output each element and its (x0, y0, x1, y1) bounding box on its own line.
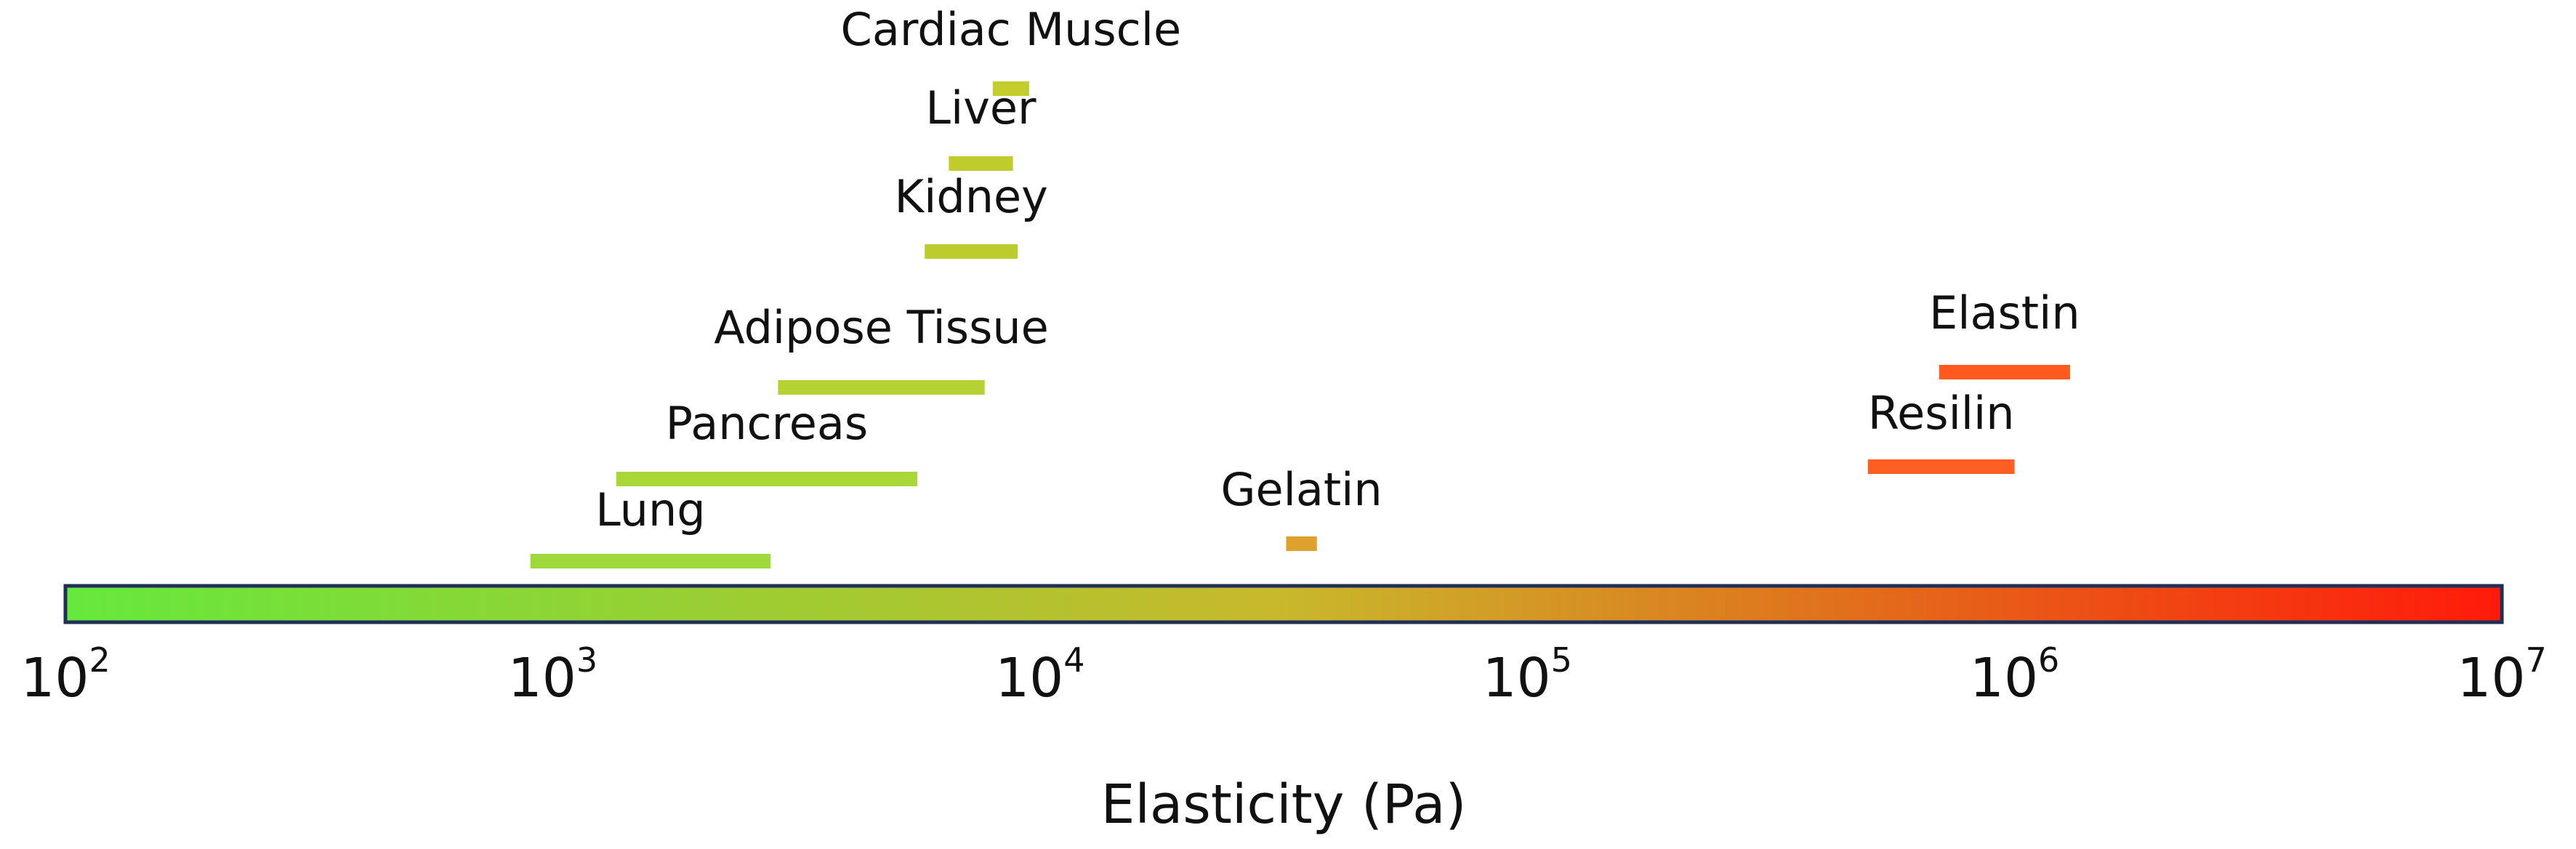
x-tick-base-5: 10 (2457, 647, 2525, 709)
range-bar-pancreas (616, 472, 917, 486)
ranges-layer: Cardiac Muscle Liver Kidney Adipose Tissue P… (530, 3, 2080, 568)
x-tick-label-0: 102 (20, 640, 110, 709)
range-bar-elastin (1939, 365, 2070, 379)
x-tick-base-1: 10 (508, 647, 576, 709)
x-tick-exponent-4: 6 (2038, 640, 2059, 680)
x-tick-label-3: 105 (1482, 640, 1571, 709)
x-tick-exponent-0: 2 (89, 640, 110, 680)
x-tick-label-2: 104 (995, 640, 1084, 709)
x-tick-base-3: 10 (1482, 647, 1550, 709)
range-bar-gelatin (1286, 536, 1317, 551)
x-tick-base-4: 10 (1970, 647, 2038, 709)
x-tick-label-4: 106 (1970, 640, 2059, 709)
range-label-resilin: Resilin (1868, 387, 2015, 440)
range-label-gelatin: Gelatin (1220, 463, 1382, 516)
range-label-lung: Lung (595, 483, 705, 536)
x-tick-label-5: 107 (2457, 640, 2546, 709)
range-label-kidney: Kidney (894, 170, 1047, 223)
x-tick-exponent-5: 7 (2525, 640, 2546, 680)
x-tick-label-1: 103 (508, 640, 597, 709)
x-tick-exponent-3: 5 (1551, 640, 1572, 680)
range-bar-cardiac-muscle (992, 81, 1029, 96)
x-axis-ticks: 102 103 104 105 106 107 (20, 640, 2546, 709)
range-label-adipose-tissue: Adipose Tissue (714, 301, 1049, 354)
range-label-liver: Liver (925, 81, 1037, 134)
range-label-cardiac-muscle: Cardiac Muscle (841, 3, 1182, 56)
range-bar-liver (949, 156, 1013, 171)
range-bar-lung (530, 554, 771, 568)
x-tick-base-2: 10 (995, 647, 1063, 709)
x-tick-exponent-2: 4 (1063, 640, 1084, 680)
range-label-pancreas: Pancreas (666, 397, 869, 450)
elasticity-colorbar (63, 584, 2504, 624)
range-bar-kidney (925, 244, 1018, 259)
x-tick-base-0: 10 (20, 647, 89, 709)
range-bar-resilin (1867, 459, 2015, 474)
range-label-elastin: Elastin (1929, 286, 2080, 339)
x-axis-title: Elasticity (Pa) (1101, 773, 1467, 836)
x-tick-exponent-1: 3 (576, 640, 597, 680)
range-bar-adipose-tissue (778, 380, 985, 395)
